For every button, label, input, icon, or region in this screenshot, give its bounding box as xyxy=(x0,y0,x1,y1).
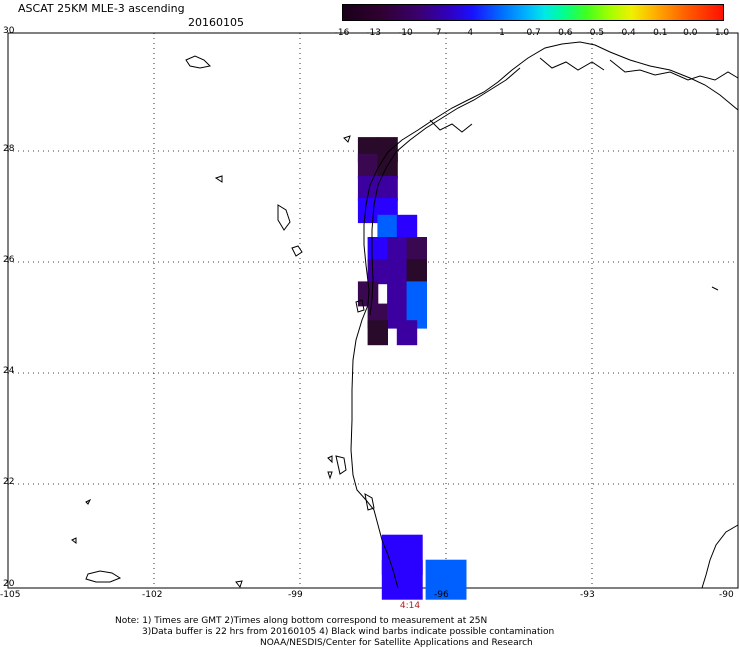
wind-data-cell xyxy=(357,153,379,179)
colorbar xyxy=(342,4,724,21)
colorbar-tick-label: -1 xyxy=(495,28,505,38)
lat-label-28: 28 xyxy=(3,144,15,154)
note-line-3: NOAA/NESDIS/Center for Satellite Applica… xyxy=(260,638,533,648)
wind-data-cell xyxy=(425,559,467,600)
wind-data-cell xyxy=(387,281,408,307)
colorbar-tick-label: 1.0 xyxy=(714,28,730,38)
colorbar-tick-label: -0.1 xyxy=(649,28,668,38)
note-line-1: Note: 1) Times are GMT 2)Times along bot… xyxy=(115,616,488,626)
wind-data-cell xyxy=(357,175,379,201)
lon-label-102: -102 xyxy=(142,590,163,600)
wind-data-cell xyxy=(406,259,427,285)
wind-data-cells xyxy=(357,137,467,600)
wind-data-cell xyxy=(381,559,423,600)
lat-label-30: 30 xyxy=(3,26,15,36)
colorbar-tick-label: -16 xyxy=(334,28,350,38)
wind-data-cell xyxy=(357,281,379,307)
colorbar-tick-label: -0.4 xyxy=(618,28,636,38)
lon-label-90: -90 xyxy=(719,590,734,600)
wind-data-cell xyxy=(367,259,388,285)
map-frame xyxy=(7,32,739,589)
colorbar-tick-label: -7 xyxy=(432,28,442,38)
wind-data-cell xyxy=(396,214,418,240)
lat-label-24: 24 xyxy=(3,366,15,376)
wind-data-cell xyxy=(396,320,418,346)
lon-label-96: -96 xyxy=(434,590,449,600)
colorbar-tick-label: -0.7 xyxy=(523,28,541,38)
wind-data-cell xyxy=(377,214,398,240)
lon-label-99: -99 xyxy=(288,590,303,600)
colorbar-tick-label: 0.0 xyxy=(683,28,698,38)
lat-label-22: 22 xyxy=(3,477,15,487)
wind-data-cell xyxy=(387,259,408,285)
colorbar-tick-label: -10 xyxy=(397,28,413,38)
colorbar-tick-label: -13 xyxy=(366,28,382,38)
colorbar-tick-label: -0.5 xyxy=(586,28,605,38)
lat-label-20: 20 xyxy=(3,579,15,589)
wind-data-cell xyxy=(377,175,398,201)
pass-time-label: 4:14 xyxy=(399,601,421,611)
map-date: 20160105 xyxy=(188,16,244,29)
map-title: ASCAT 25KM MLE-3 ascending xyxy=(18,2,185,15)
wind-data-cell xyxy=(367,237,388,262)
lon-label-105: -105 xyxy=(0,590,21,600)
colorbar-tick-label: -4 xyxy=(464,28,474,38)
lat-label-26: 26 xyxy=(3,255,15,265)
note-line-2: 3)Data buffer is 22 hrs from 20160105 4)… xyxy=(142,627,555,637)
coastline xyxy=(71,41,739,589)
wind-data-cell xyxy=(387,237,408,262)
lon-label-93: -93 xyxy=(580,590,595,600)
wind-data-cell xyxy=(406,237,427,262)
wind-data-cell xyxy=(357,198,379,224)
wind-data-cell xyxy=(367,320,388,346)
colorbar-tick-label: -0.6 xyxy=(554,28,573,38)
wind-data-cell xyxy=(406,281,427,307)
